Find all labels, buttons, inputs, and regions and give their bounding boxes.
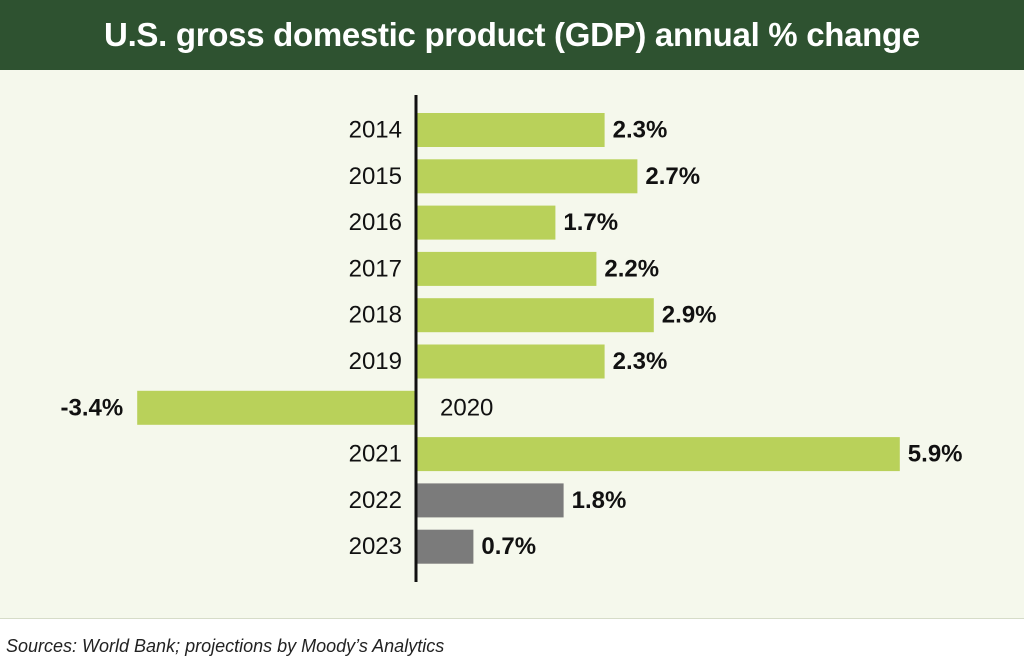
category-label-2018: 2018 xyxy=(349,302,402,329)
category-label-2015: 2015 xyxy=(349,163,402,190)
value-label-2014: 2.3% xyxy=(613,117,668,144)
category-label-2019: 2019 xyxy=(349,348,402,375)
bar-2020 xyxy=(137,390,416,425)
bar-2022 xyxy=(416,483,564,518)
value-label-2017: 2.2% xyxy=(604,255,659,282)
category-label-2022: 2022 xyxy=(349,487,402,514)
value-label-2015: 2.7% xyxy=(645,163,700,190)
bar-2021 xyxy=(416,437,900,472)
bars-group xyxy=(137,113,900,564)
bar-2017 xyxy=(416,251,597,286)
value-label-2021: 5.9% xyxy=(908,441,963,468)
category-label-2023: 2023 xyxy=(349,533,402,560)
value-label-2019: 2.3% xyxy=(613,348,668,375)
source-note: Sources: World Bank; projections by Mood… xyxy=(6,636,445,656)
bar-2014 xyxy=(416,113,605,147)
bar-2016 xyxy=(416,205,556,240)
labels-group: 2014 2.3% 2015 2.7% 2016 1.7% 2017 2.2% 2018 2.9%… xyxy=(60,117,962,561)
category-label-2016: 2016 xyxy=(349,209,402,236)
category-label-2021: 2021 xyxy=(349,441,402,468)
bar-2015 xyxy=(416,159,638,194)
category-label-2014: 2014 xyxy=(349,117,402,144)
value-label-2016: 1.7% xyxy=(563,209,618,236)
value-label-2022: 1.8% xyxy=(572,487,627,514)
value-label-2020: -3.4% xyxy=(60,394,123,421)
category-label-2020: 2020 xyxy=(440,394,493,421)
value-label-2018: 2.9% xyxy=(662,302,717,329)
chart-title: U.S. gross domestic product (GDP) annual… xyxy=(104,16,920,53)
bar-2019 xyxy=(416,344,605,379)
value-label-2023: 0.7% xyxy=(481,533,536,560)
chart-title-bar: U.S. gross domestic product (GDP) annual… xyxy=(0,0,1024,70)
bar-2023 xyxy=(416,529,474,564)
category-label-2017: 2017 xyxy=(349,255,402,282)
bar-2018 xyxy=(416,298,654,333)
